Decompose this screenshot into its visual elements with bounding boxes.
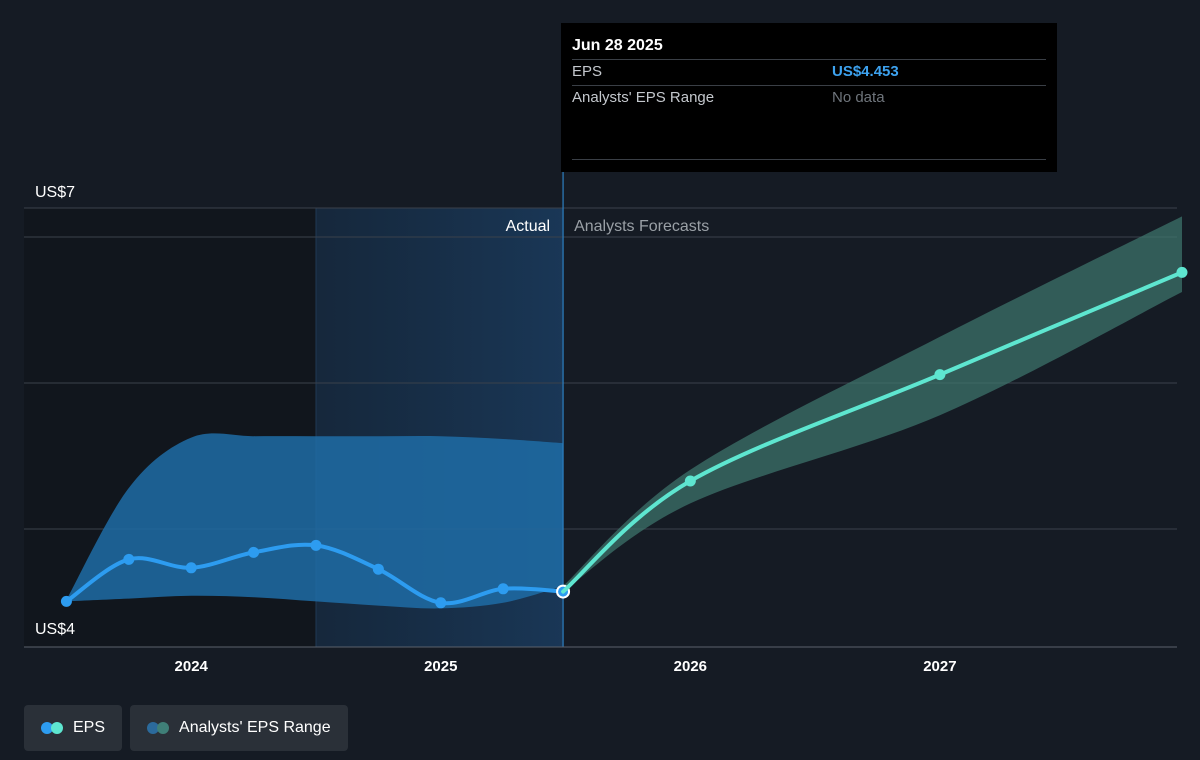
eps-point-forecast — [1176, 266, 1188, 278]
y-tick-label: US$4 — [35, 621, 75, 638]
range-legend-dot-actual — [147, 722, 160, 734]
data-tooltip: Jun 28 2025 EPS US$4.453 Analysts' EPS R… — [561, 23, 1057, 172]
range-area-forecast — [563, 216, 1182, 592]
range-legend-dots-icon — [147, 722, 170, 734]
tooltip-divider — [572, 159, 1046, 160]
tooltip-row-eps: EPS US$4.453 — [572, 59, 1046, 85]
eps-legend-dot-forecast — [51, 722, 63, 734]
eps-point-actual — [497, 583, 509, 595]
tooltip-eps-label: EPS — [572, 63, 603, 80]
tooltip-eps-value: US$4.453 — [832, 63, 899, 80]
x-tick-label: 2026 — [674, 658, 707, 675]
eps-point-forecast — [684, 475, 696, 487]
tooltip-row-range: Analysts' EPS Range No data — [572, 85, 1046, 111]
eps-chart: Actual Analysts Forecasts US$7 US$4 2024 2025… — [24, 172, 1188, 675]
eps-legend-dot-actual — [41, 722, 53, 734]
x-tick-label: 2025 — [424, 658, 457, 675]
legend-item-eps[interactable]: EPS — [24, 705, 123, 751]
x-tick-label: 2027 — [923, 658, 956, 675]
forecast-label: Analysts Forecasts — [574, 218, 709, 235]
eps-point-actual — [123, 553, 135, 565]
legend-eps-label: EPS — [73, 719, 106, 736]
y-tick-label: US$7 — [35, 184, 75, 201]
eps-legend-dots-icon — [41, 722, 63, 734]
legend-item-range[interactable]: Analysts' EPS Range — [130, 705, 348, 751]
eps-point-actual — [185, 562, 197, 574]
eps-point-actual — [435, 597, 447, 609]
eps-line-forecast — [561, 270, 1184, 594]
tooltip-range-label: Analysts' EPS Range — [572, 89, 715, 106]
range-legend-dot-forecast — [157, 722, 170, 734]
eps-point-actual — [248, 546, 260, 558]
x-tick-label: 2024 — [175, 658, 209, 675]
tooltip-range-value: No data — [832, 89, 885, 106]
legend-range-label: Analysts' EPS Range — [179, 719, 331, 736]
eps-point-actual — [310, 539, 322, 551]
eps-point-forecast — [934, 369, 946, 381]
tooltip-date: Jun 28 2025 — [572, 37, 663, 54]
eps-point-actual — [60, 595, 72, 607]
eps-point-actual — [372, 563, 384, 575]
chart-legend: EPS Analysts' EPS Range — [24, 705, 348, 751]
actual-label: Actual — [506, 218, 550, 235]
